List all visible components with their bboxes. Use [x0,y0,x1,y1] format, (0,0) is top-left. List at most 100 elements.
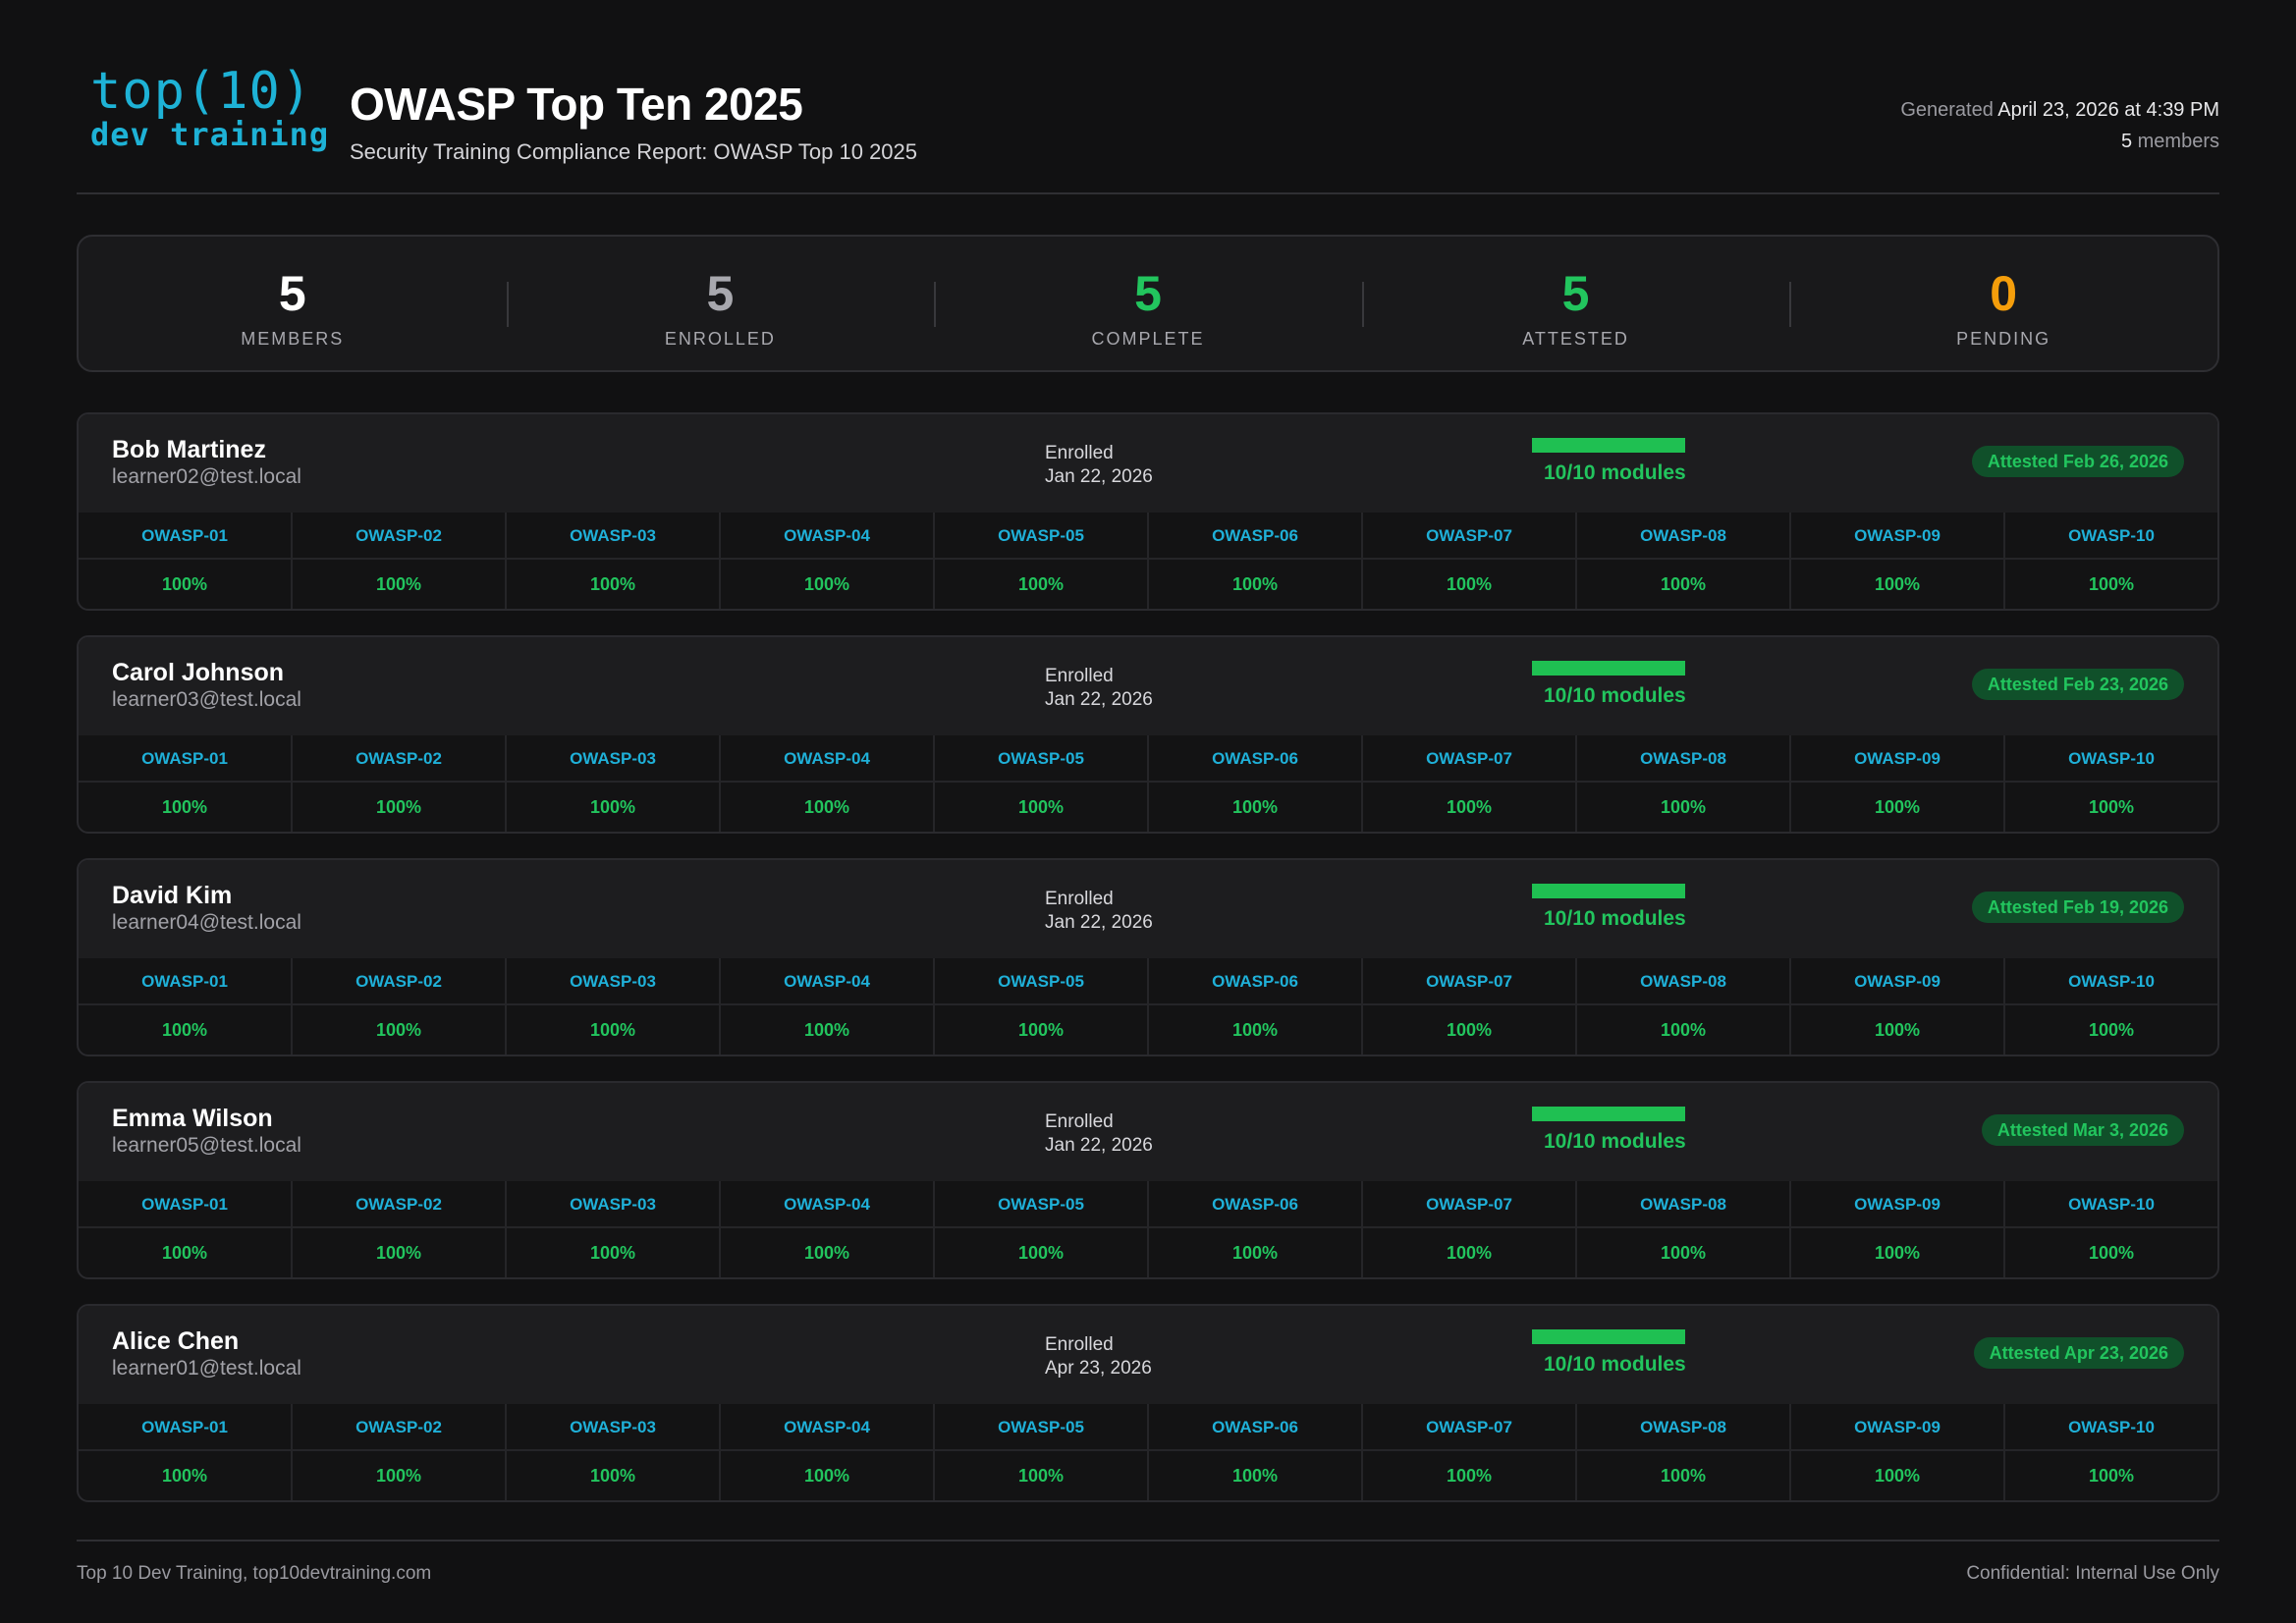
module-score: 100% [2088,574,2135,594]
module-score: 100% [1017,1466,1065,1486]
module-score: 100% [1660,1466,1707,1486]
attestation-badge: Attested Mar 3, 2026 [1981,1114,2184,1146]
module-cell: OWASP-10 100% [2003,958,2217,1055]
module-code: OWASP-02 [293,513,505,560]
report-footer: Top 10 Dev Training, top10devtraining.co… [77,1540,2219,1584]
enrolled-label: Enrolled [1045,1334,1114,1355]
enrollment-info: Enrolled Jan 22, 2026 [1045,665,1153,712]
module-score: 100% [1231,1466,1279,1486]
module-score: 100% [803,797,850,817]
modules-count: 10/10 modules [1544,684,1686,707]
module-code: OWASP-02 [293,735,505,783]
stat-label: PENDING [1956,329,2051,349]
stat-value: 5 [706,266,735,321]
module-score: 100% [1231,1243,1279,1263]
footer-confidential: Confidential: Internal Use Only [1966,1563,2219,1584]
member-name: Emma Wilson [112,1105,273,1132]
module-cell: OWASP-04 100% [719,1404,933,1500]
module-code: OWASP-07 [1363,958,1575,1005]
module-score: 100% [2088,1466,2135,1486]
module-code: OWASP-05 [935,1181,1147,1228]
module-score: 100% [1660,574,1707,594]
module-cell: OWASP-07 100% [1361,735,1575,832]
member-list: Bob Martinez learner02@test.local Enrolled… [77,412,2219,1527]
members-label: members [2137,131,2219,152]
summary-stats: 5 MEMBERS 5 ENROLLED 5 COMPLETE 5 ATTESTED 0 PEND… [77,235,2219,372]
module-cell: OWASP-06 100% [1147,513,1361,609]
module-grid: OWASP-01 100% OWASP-02 100% OWASP-03 100% OWAS… [79,1404,2217,1500]
progress-bar-fill [1532,1329,1685,1344]
module-code: OWASP-05 [935,958,1147,1005]
module-score: 100% [161,1020,208,1040]
module-code: OWASP-10 [2005,513,2217,560]
module-cell: OWASP-02 100% [291,958,505,1055]
generated-line: Generated April 23, 2026 at 4:39 PM [1900,94,2219,126]
stat-members: 5 MEMBERS [79,237,507,370]
member-card-header: Emma Wilson learner05@test.local Enrolled J… [79,1083,2217,1181]
module-cell: OWASP-01 100% [79,735,291,832]
module-score: 100% [803,1020,850,1040]
module-code: OWASP-06 [1149,513,1361,560]
module-cell: OWASP-02 100% [291,1404,505,1500]
module-cell: OWASP-10 100% [2003,735,2217,832]
brand-logo: top(10) dev training [90,65,329,151]
stat-label: ATTESTED [1522,329,1629,349]
member-name: David Kim [112,882,233,909]
module-code: OWASP-08 [1577,958,1789,1005]
module-grid: OWASP-01 100% OWASP-02 100% OWASP-03 100% OWAS… [79,513,2217,609]
module-score: 100% [1017,574,1065,594]
module-score: 100% [1017,797,1065,817]
module-cell: OWASP-02 100% [291,735,505,832]
module-score: 100% [1446,574,1493,594]
member-email: learner05@test.local [112,1134,301,1157]
module-score: 100% [589,797,636,817]
stat-attested: 5 ATTESTED [1361,237,1790,370]
module-code: OWASP-03 [507,513,719,560]
module-score: 100% [1446,797,1493,817]
module-score: 100% [2088,797,2135,817]
module-code: OWASP-06 [1149,735,1361,783]
module-score: 100% [161,1243,208,1263]
module-code: OWASP-04 [721,513,933,560]
module-cell: OWASP-07 100% [1361,513,1575,609]
members-line: 5 members [1900,126,2219,157]
module-code: OWASP-01 [79,513,291,560]
enrolled-date: Jan 22, 2026 [1045,689,1153,710]
enrolled-date: Jan 22, 2026 [1045,912,1153,933]
module-code: OWASP-04 [721,1181,933,1228]
module-score: 100% [375,1020,422,1040]
page-title: OWASP Top Ten 2025 [350,79,803,130]
stat-value: 5 [1561,266,1590,321]
stat-complete: 5 COMPLETE [934,237,1362,370]
module-cell: OWASP-10 100% [2003,1181,2217,1277]
module-score: 100% [375,797,422,817]
module-cell: OWASP-04 100% [719,735,933,832]
member-name: Alice Chen [112,1327,240,1355]
module-code: OWASP-07 [1363,513,1575,560]
module-score: 100% [161,797,208,817]
progress-bar-fill [1532,661,1685,676]
module-cell: OWASP-01 100% [79,513,291,609]
member-card: Alice Chen learner01@test.local Enrolled Ap… [77,1304,2219,1502]
module-score: 100% [375,1466,422,1486]
module-code: OWASP-03 [507,958,719,1005]
module-cell: OWASP-10 100% [2003,1404,2217,1500]
attestation-badge: Attested Feb 26, 2026 [1971,446,2184,477]
module-cell: OWASP-08 100% [1575,958,1789,1055]
report-meta: Generated April 23, 2026 at 4:39 PM 5 me… [1900,94,2219,157]
title-block: OWASP Top Ten 2025 Security Training Com… [350,79,917,165]
module-score: 100% [1660,1243,1707,1263]
module-code: OWASP-08 [1577,1181,1789,1228]
module-score: 100% [1231,797,1279,817]
module-score: 100% [161,574,208,594]
stat-value: 5 [1134,266,1162,321]
module-cell: OWASP-03 100% [505,1181,719,1277]
module-code: OWASP-08 [1577,1404,1789,1451]
module-score: 100% [161,1466,208,1486]
module-cell: OWASP-10 100% [2003,513,2217,609]
module-progress: 10/10 modules [1532,1107,1689,1154]
module-code: OWASP-07 [1363,1404,1575,1451]
module-cell: OWASP-09 100% [1789,735,2003,832]
enrollment-info: Enrolled Apr 23, 2026 [1045,1333,1152,1380]
